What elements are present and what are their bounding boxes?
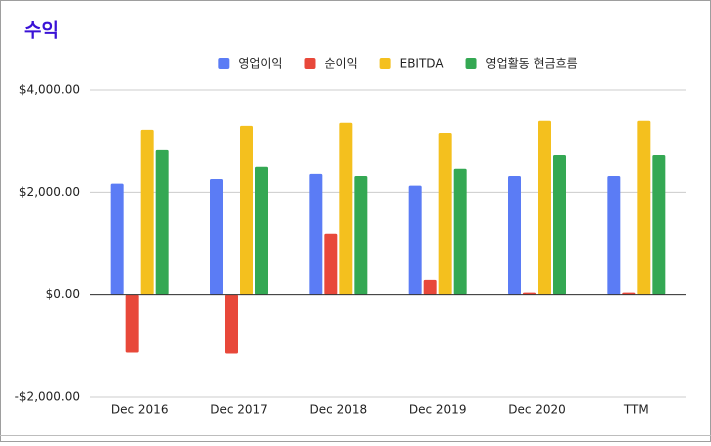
- bar: [538, 120, 551, 295]
- bar: [125, 294, 139, 353]
- bar: [508, 175, 521, 295]
- bar: [309, 173, 323, 295]
- bar: [408, 185, 422, 295]
- chart-title: 수익: [24, 20, 59, 42]
- bar: [453, 168, 467, 295]
- bar: [622, 292, 636, 295]
- bar: [240, 125, 253, 295]
- bar: [155, 149, 169, 295]
- bar: [553, 154, 566, 295]
- bar: [652, 154, 666, 295]
- bar: [140, 129, 154, 295]
- x-tick-label: Dec 2018: [310, 403, 368, 417]
- x-tick-label: TTM: [623, 403, 649, 417]
- x-tick-label: Dec 2020: [508, 403, 566, 417]
- bar: [324, 233, 338, 295]
- legend-label: EBITDA: [400, 57, 445, 71]
- bar: [423, 279, 437, 295]
- bar: [110, 183, 124, 295]
- x-tick-label: Dec 2019: [409, 403, 467, 417]
- bar: [523, 292, 536, 295]
- legend-label: 영업활동 현금흐름: [486, 57, 578, 71]
- bar: [210, 179, 223, 295]
- legend-swatch: [465, 58, 477, 69]
- y-tick-label: $0.00: [46, 287, 80, 301]
- y-tick-label: $2,000.00: [19, 185, 80, 199]
- bar: [354, 175, 368, 295]
- bar: [255, 166, 268, 295]
- x-tick-label: Dec 2016: [111, 403, 169, 417]
- legend-label: 순이익: [324, 57, 357, 71]
- bar: [438, 132, 452, 295]
- bar: [607, 175, 621, 295]
- x-tick-label: Dec 2017: [210, 403, 268, 417]
- bar: [339, 122, 353, 295]
- bar: [225, 294, 238, 354]
- y-tick-label: $4,000.00: [19, 83, 80, 97]
- legend-label: 영업이익: [238, 57, 282, 71]
- legend-swatch: [304, 58, 316, 69]
- legend-swatch: [218, 58, 230, 69]
- legend-swatch: [379, 58, 391, 69]
- bar: [637, 120, 651, 295]
- y-tick-label: -$2,000.00: [15, 390, 80, 404]
